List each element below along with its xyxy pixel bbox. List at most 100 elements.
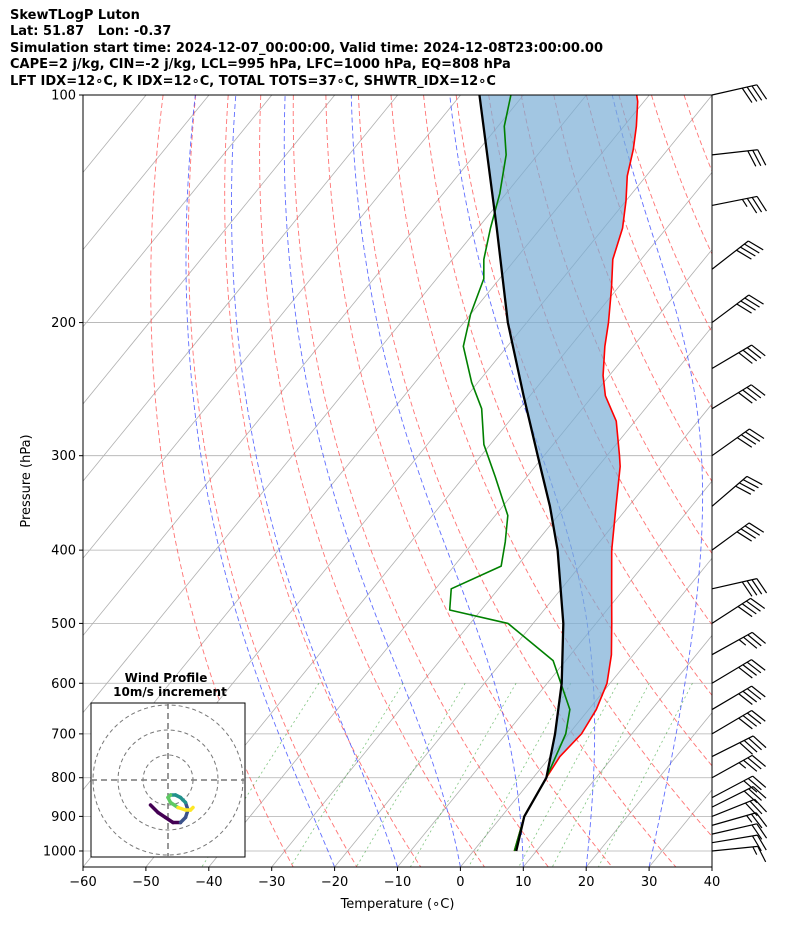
dewpoint-line	[448, 95, 571, 852]
dry-adiabat	[651, 95, 712, 255]
barb-staff	[711, 823, 757, 835]
wind-barb	[711, 522, 765, 551]
wind-barb	[711, 709, 766, 735]
barb-flag	[746, 198, 758, 214]
wind-barb	[711, 845, 767, 863]
isotherm-line	[334, 403, 712, 867]
title-line-coords: Lat: 51.87 Lon: -0.37	[10, 24, 172, 40]
isotherm-line	[83, 95, 587, 714]
barb-staff	[711, 195, 758, 207]
mixing-ratio-line	[290, 683, 404, 867]
barb-flag	[751, 631, 766, 644]
barb-staff	[711, 475, 748, 507]
barb-staff	[711, 798, 755, 817]
barb-staff	[711, 834, 758, 844]
x-tick-label: −20	[321, 875, 348, 890]
title-line-cape: CAPE=2 j/kg, CIN=-2 j/kg, LCL=995 hPa, L…	[10, 57, 511, 73]
isotherm-line	[775, 95, 794, 867]
cape-fill-layer	[479, 95, 638, 851]
hodograph-ring	[117, 729, 219, 831]
wind-barb	[711, 775, 767, 799]
wind-barb	[711, 812, 768, 829]
wind-barb	[711, 475, 763, 507]
x-tick-label: 10	[515, 875, 532, 890]
barb-flag	[754, 798, 768, 813]
dry-adiabat	[455, 95, 712, 697]
x-tick-label: −60	[69, 875, 96, 890]
dry-adiabat	[390, 95, 712, 837]
barb-flag	[740, 434, 757, 445]
barb-flag	[735, 485, 752, 495]
moist-adiabat	[350, 95, 524, 867]
barb-flag	[747, 150, 757, 167]
barb-flag	[756, 84, 768, 100]
barb-staff	[711, 578, 757, 590]
isotherm-line	[83, 95, 273, 328]
mixing-ratio-line	[518, 683, 619, 867]
barb-flag	[752, 735, 767, 749]
barb-flag	[751, 710, 766, 722]
barb-flag	[737, 606, 753, 618]
wind-barb	[711, 735, 767, 758]
moist-adiabat	[283, 95, 461, 867]
mixing-ratio-line	[598, 683, 693, 867]
barb-flag	[746, 347, 762, 359]
isotherm-line	[83, 95, 336, 405]
isotherm-line	[711, 866, 712, 867]
dry-adiabat	[423, 95, 712, 767]
barb-staff	[711, 344, 752, 369]
barb-flag	[743, 780, 758, 793]
moist-adiabat	[611, 95, 704, 867]
barb-flag	[736, 249, 752, 260]
y-tick-label: 100	[51, 89, 76, 104]
barb-flag	[746, 475, 763, 486]
y-tick-label: 300	[51, 449, 76, 464]
barb-flag	[752, 786, 767, 799]
barb-flag	[746, 661, 762, 674]
isotherm-line	[83, 95, 461, 559]
barb-flag	[736, 531, 752, 542]
y-tick-label: 700	[51, 727, 76, 742]
barb-flag	[738, 666, 753, 679]
wind-barb	[711, 631, 766, 656]
wind-barb	[711, 240, 764, 270]
barb-flag	[751, 579, 763, 595]
dry-adiabat	[618, 95, 712, 334]
barb-flag	[740, 528, 757, 539]
barb-flag	[738, 392, 753, 404]
barb-flag	[751, 835, 762, 852]
wind-barb	[711, 834, 767, 852]
barb-flag	[741, 603, 757, 615]
barb-flag	[745, 431, 761, 442]
title-line-times: Simulation start time: 2024-12-07_00:00:…	[10, 40, 603, 56]
barb-flag	[738, 717, 753, 730]
wind-barb	[711, 84, 768, 103]
dry-adiabat	[150, 95, 294, 867]
barb-flag	[751, 659, 766, 671]
barb-flag	[757, 149, 767, 166]
wind-barb	[711, 597, 766, 624]
barb-flag	[747, 777, 762, 791]
barb-staff	[711, 786, 754, 808]
barb-flag	[744, 297, 760, 308]
barb-staff	[711, 754, 753, 779]
barb-flag	[743, 739, 758, 753]
dry-adiabat	[782, 95, 794, 867]
isotherm-line	[585, 712, 712, 867]
barb-flag	[751, 197, 763, 213]
y-axis-label: Pressure (hPa)	[19, 434, 34, 527]
barb-flag	[748, 522, 765, 533]
barb-flag	[748, 240, 764, 251]
y-tick-label: 600	[51, 677, 76, 692]
barb-flag	[742, 715, 758, 727]
wind-barb	[711, 149, 767, 167]
chart-header: SkewTLogP Luton Lat: 51.87 Lon: -0.37 Simu…	[10, 8, 603, 90]
barb-flag	[751, 824, 763, 840]
barb-flag	[741, 199, 748, 208]
barb-flag	[748, 737, 762, 751]
mixing-ratio-line	[551, 683, 650, 867]
barb-staff	[711, 735, 754, 758]
hodograph-inset: Wind Profile 10m/s increment	[90, 671, 246, 858]
barb-flag	[749, 800, 763, 815]
